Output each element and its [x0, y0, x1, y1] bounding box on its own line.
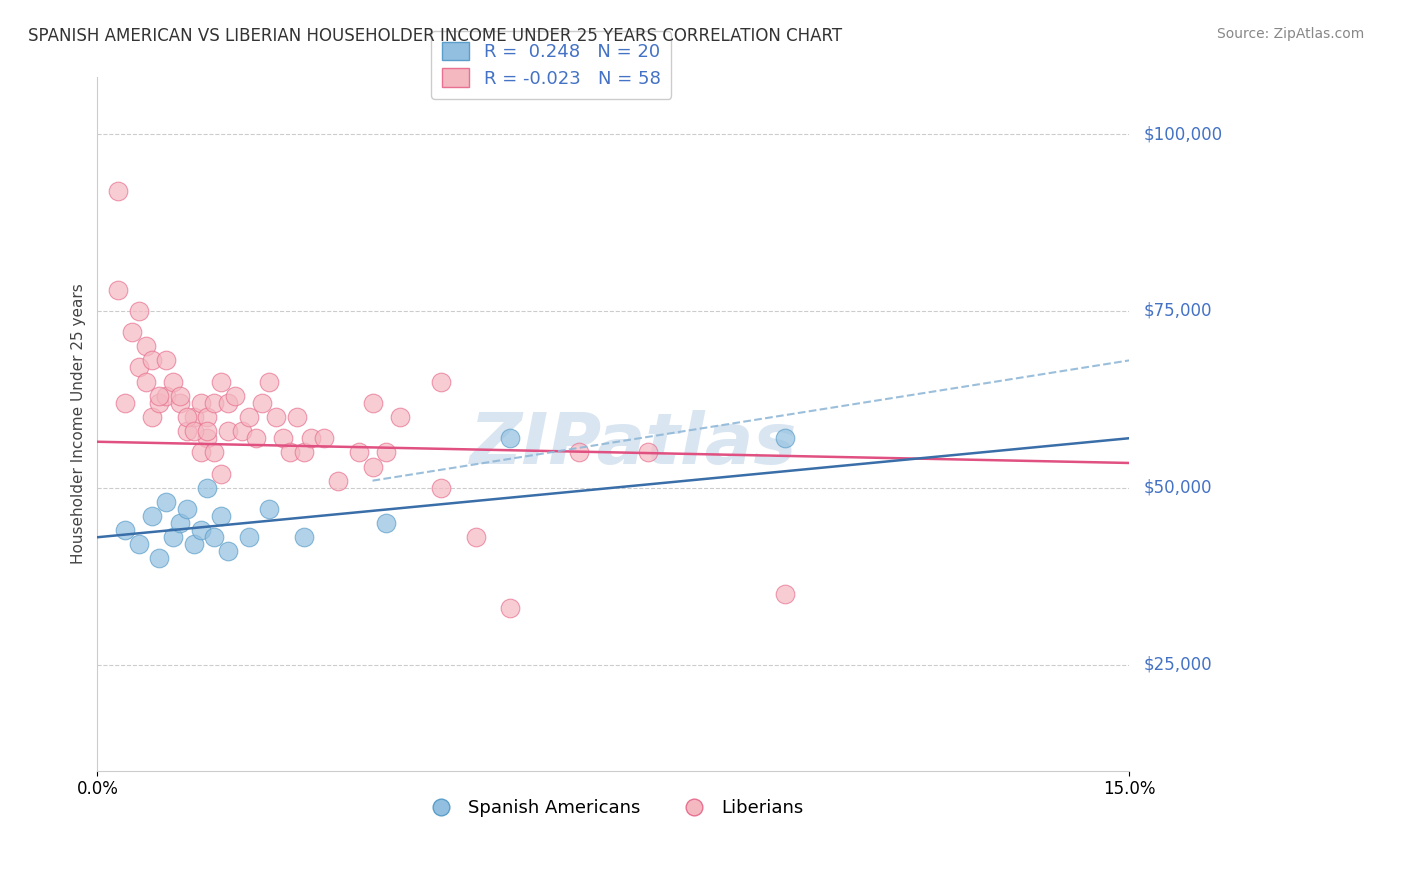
Point — [361, 396, 384, 410]
Point — [292, 530, 315, 544]
Point — [169, 396, 191, 410]
Point — [271, 431, 294, 445]
Point — [197, 409, 219, 424]
Point — [121, 325, 143, 339]
Point — [238, 530, 260, 544]
Point — [278, 445, 301, 459]
Point — [155, 495, 177, 509]
Point — [499, 601, 522, 615]
Point — [326, 474, 349, 488]
Point — [128, 537, 150, 551]
Point — [148, 389, 170, 403]
Point — [114, 523, 136, 537]
Point — [190, 523, 212, 537]
Point — [259, 502, 281, 516]
Point — [209, 467, 232, 481]
Text: Source: ZipAtlas.com: Source: ZipAtlas.com — [1216, 27, 1364, 41]
Text: $50,000: $50,000 — [1143, 479, 1212, 497]
Point — [190, 396, 212, 410]
Point — [259, 375, 281, 389]
Point — [245, 431, 267, 445]
Point — [375, 516, 398, 530]
Point — [114, 396, 136, 410]
Point — [197, 481, 219, 495]
Point — [389, 409, 412, 424]
Text: ZIPatlas: ZIPatlas — [470, 410, 797, 479]
Point — [169, 516, 191, 530]
Point — [202, 445, 225, 459]
Point — [197, 431, 219, 445]
Text: SPANISH AMERICAN VS LIBERIAN HOUSEHOLDER INCOME UNDER 25 YEARS CORRELATION CHART: SPANISH AMERICAN VS LIBERIAN HOUSEHOLDER… — [28, 27, 842, 45]
Point — [430, 375, 453, 389]
Point — [430, 481, 453, 495]
Point — [107, 184, 129, 198]
Point — [128, 304, 150, 318]
Y-axis label: Householder Income Under 25 years: Householder Income Under 25 years — [72, 284, 86, 565]
Text: $25,000: $25,000 — [1143, 656, 1212, 673]
Point — [141, 509, 163, 524]
Point — [209, 509, 232, 524]
Point — [299, 431, 322, 445]
Text: $75,000: $75,000 — [1143, 301, 1212, 320]
Point — [292, 445, 315, 459]
Point — [775, 431, 797, 445]
Point — [162, 375, 184, 389]
Point — [155, 353, 177, 368]
Point — [209, 375, 232, 389]
Point — [134, 339, 156, 353]
Point — [238, 409, 260, 424]
Point — [775, 587, 797, 601]
Point — [637, 445, 659, 459]
Point — [141, 409, 163, 424]
Point — [183, 409, 205, 424]
Point — [169, 389, 191, 403]
Point — [375, 445, 398, 459]
Point — [285, 409, 308, 424]
Point — [217, 396, 239, 410]
Point — [148, 551, 170, 566]
Point — [183, 424, 205, 438]
Point — [464, 530, 486, 544]
Point — [264, 409, 287, 424]
Point — [499, 431, 522, 445]
Point — [176, 502, 198, 516]
Point — [162, 530, 184, 544]
Point — [252, 396, 274, 410]
Text: $100,000: $100,000 — [1143, 125, 1222, 143]
Point — [107, 283, 129, 297]
Point — [176, 409, 198, 424]
Legend: Spanish Americans, Liberians: Spanish Americans, Liberians — [416, 791, 811, 824]
Point — [176, 424, 198, 438]
Point — [155, 389, 177, 403]
Point — [224, 389, 246, 403]
Point — [217, 544, 239, 558]
Point — [347, 445, 370, 459]
Point — [128, 360, 150, 375]
Point — [568, 445, 591, 459]
Point — [197, 424, 219, 438]
Point — [141, 353, 163, 368]
Point — [202, 396, 225, 410]
Point — [202, 530, 225, 544]
Point — [148, 396, 170, 410]
Point — [314, 431, 336, 445]
Point — [134, 375, 156, 389]
Point — [183, 537, 205, 551]
Point — [231, 424, 253, 438]
Point — [217, 424, 239, 438]
Point — [361, 459, 384, 474]
Point — [190, 445, 212, 459]
